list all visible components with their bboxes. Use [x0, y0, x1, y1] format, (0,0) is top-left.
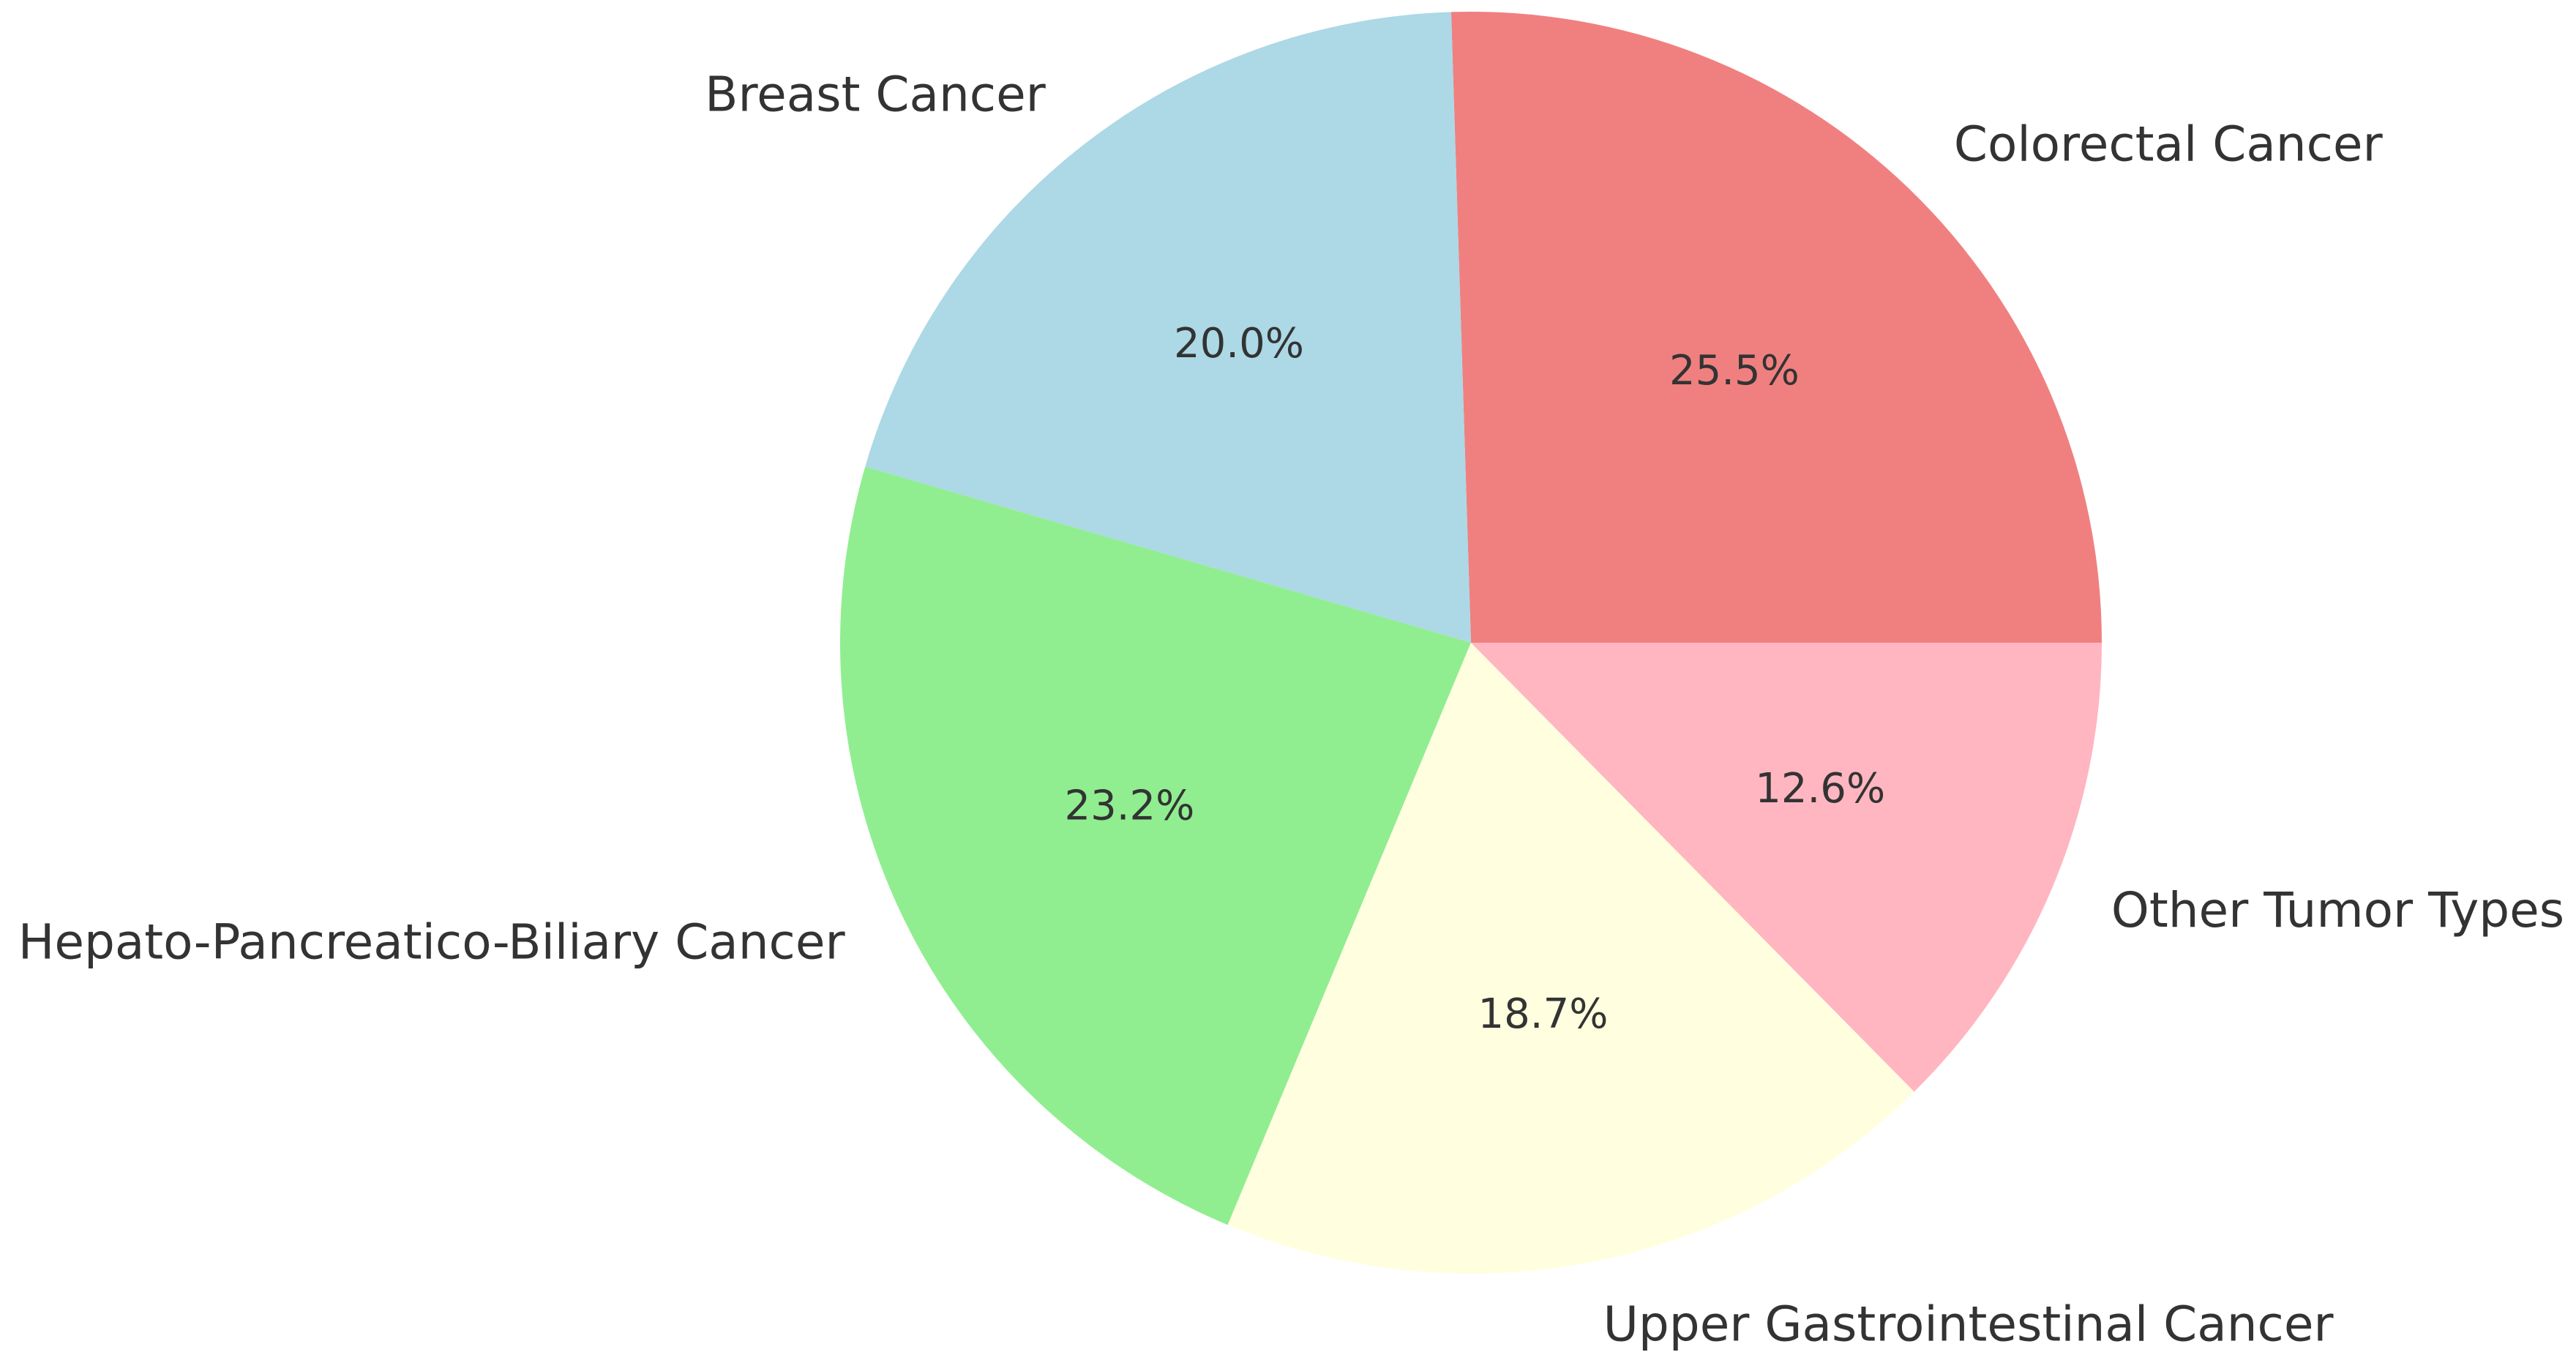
slice-label-other-tumor-types: Other Tumor Types	[2111, 882, 2564, 938]
slice-percent-upper-gastrointestinal-cancer: 18.7%	[1478, 990, 1609, 1038]
pie-slice-other-tumor-types	[1471, 643, 2102, 1092]
pie-labels: Colorectal Cancer 25.5% Breast Cancer 20.0%…	[18, 66, 2564, 1352]
pie-slices	[839, 12, 2102, 1274]
pie-slice-breast-cancer	[865, 12, 1471, 643]
pie-slice-colorectal-cancer	[1450, 12, 2102, 643]
slice-percent-other-tumor-types: 12.6%	[1755, 765, 1885, 813]
slice-label-colorectal-cancer: Colorectal Cancer	[1954, 116, 2384, 173]
slice-percent-breast-cancer: 20.0%	[1174, 320, 1304, 367]
slice-percent-colorectal-cancer: 25.5%	[1669, 347, 1800, 395]
slice-label-upper-gastrointestinal-cancer: Upper Gastrointestinal Cancer	[1603, 1296, 2334, 1352]
pie-slice-hepato-pancreatico-biliary-cancer	[839, 466, 1471, 1225]
slice-percent-hepato-pancreatico-biliary-cancer: 23.2%	[1064, 783, 1194, 830]
slice-label-hepato-pancreatico-biliary-cancer: Hepato-Pancreatico-Biliary Cancer	[18, 914, 846, 971]
slice-label-breast-cancer: Breast Cancer	[705, 66, 1046, 122]
pie-slice-upper-gastrointestinal-cancer	[1227, 643, 1914, 1274]
